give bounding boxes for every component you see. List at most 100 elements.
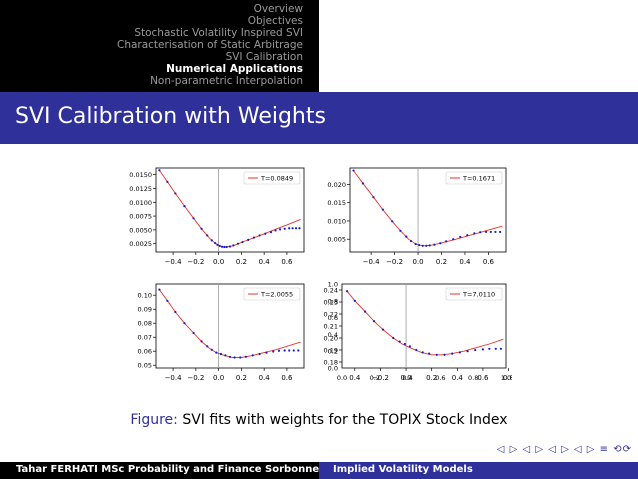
x-tick-label: 0.8 <box>503 374 512 382</box>
nav-item-nonparametric[interactable]: Non-parametric Interpolation <box>150 75 303 87</box>
legend-label: T=0.1671 <box>462 175 495 183</box>
x-tick-label: 0.6 <box>281 258 293 266</box>
market-point <box>391 220 394 223</box>
market-point <box>158 169 161 172</box>
x-tick-label: −0.2 <box>187 258 204 266</box>
market-point <box>223 245 226 249</box>
y-tick-label: 0.020 <box>327 181 346 189</box>
legend-box <box>445 287 503 301</box>
market-point <box>408 345 412 348</box>
market-point <box>241 240 244 244</box>
x-tick-label: 0.4 <box>452 374 464 382</box>
nav-item-svi[interactable]: Stochastic Volatility Inspired SVI <box>134 27 303 39</box>
y-tick-label: 0.21 <box>324 323 338 331</box>
market-point <box>435 353 438 356</box>
market-point <box>363 310 367 313</box>
x-tick-label: 0.0 <box>213 374 224 382</box>
legend-label: T=0.0849 <box>260 175 293 183</box>
x-tick-label: 0.4 <box>349 374 361 382</box>
market-point <box>183 205 186 208</box>
y-tick-label: 0.010 <box>327 217 346 225</box>
x-tick-label: 0.6 <box>483 258 495 266</box>
y-tick-label: 0.09 <box>138 306 152 314</box>
x-tick-label: 0.0 <box>412 258 423 266</box>
market-point <box>166 299 169 302</box>
market-point <box>392 336 395 340</box>
y-tick-label: 0.08 <box>138 320 152 328</box>
market-point <box>200 340 203 343</box>
market-point <box>352 169 355 172</box>
chart-t-7-0110: 0.4 −0.2 0.0 0.2 0.4 0.6 0.80.180.190.200.210.… <box>324 281 512 383</box>
legend-box <box>445 171 503 185</box>
legend-label: T=7.0110 <box>462 291 495 299</box>
market-point <box>451 352 454 355</box>
market-point <box>494 230 497 234</box>
market-point <box>443 353 446 356</box>
market-point <box>277 349 281 352</box>
market-point <box>269 231 273 234</box>
figure-caption-text: SVI fits with weights for the TOPIX Stoc… <box>182 412 508 428</box>
overlay-y-tick-label: 0.8 <box>328 297 338 305</box>
market-point <box>166 180 169 183</box>
y-tick-label: 0.0050 <box>129 226 152 234</box>
overlay-x-tick-label: 0.2 <box>370 374 380 382</box>
market-point <box>439 242 442 245</box>
market-point <box>228 355 232 358</box>
market-point <box>297 349 300 352</box>
market-point <box>421 244 424 247</box>
market-point <box>283 349 286 352</box>
market-point <box>473 232 476 235</box>
market-point <box>206 234 209 237</box>
market-point <box>428 352 431 355</box>
market-point <box>474 348 477 352</box>
market-point <box>206 345 209 348</box>
nav-item-svi-calibration[interactable]: SVI Calibration <box>225 51 303 63</box>
market-point <box>215 351 218 354</box>
market-point <box>428 244 431 247</box>
top-bar-blank <box>319 0 638 92</box>
market-point <box>484 230 488 234</box>
market-point <box>232 244 235 247</box>
slide-title-bar <box>0 92 638 144</box>
nav-item-numerical-applications[interactable]: Numerical Applications <box>166 63 303 75</box>
market-point <box>418 243 421 247</box>
nav-item-overview[interactable]: Overview <box>253 3 303 15</box>
market-point <box>225 245 228 249</box>
nav-item-objectives[interactable]: Objectives <box>247 15 303 27</box>
overlay-x-tick-label: 0.4 <box>402 374 412 382</box>
overlay-x-tick-label: 0.8 <box>468 374 478 382</box>
market-point <box>445 240 448 243</box>
market-point <box>288 227 291 230</box>
beamer-navigation-icons[interactable]: ◁ ▷ ◁ ▷ ◁ ▷ ◁ ▷ ≡ ⟲⟳ <box>496 444 632 455</box>
market-point <box>274 229 277 232</box>
y-tick-label: 0.10 <box>138 292 152 300</box>
market-point <box>183 322 186 325</box>
market-point <box>415 348 418 352</box>
market-point <box>494 347 497 350</box>
y-tick-label: 0.22 <box>324 311 338 319</box>
slide-title: SVI Calibration with Weights <box>15 104 326 129</box>
x-tick-label: 0.6 <box>281 374 293 382</box>
x-tick-label: 0.0 <box>213 258 224 266</box>
market-point <box>174 192 177 195</box>
x-tick-label: −0.4 <box>165 258 183 266</box>
y-tick-label: 0.18 <box>324 359 338 367</box>
market-point <box>258 234 261 237</box>
x-tick-label: 0.2 <box>436 258 447 266</box>
y-tick-label: 0.07 <box>138 334 152 342</box>
market-point <box>288 349 291 352</box>
x-tick-label: 0.2 <box>236 374 247 382</box>
nav-item-static-arbitrage[interactable]: Characterisation of Static Arbitrage <box>116 39 303 51</box>
overlay-y-tick-label: 0.4 <box>328 331 338 339</box>
legend-box <box>243 287 301 301</box>
market-point <box>258 352 261 356</box>
market-point <box>499 347 502 350</box>
market-point <box>158 288 161 291</box>
market-point <box>425 244 428 247</box>
overlay-y-tick-label: 0.0 <box>328 365 338 373</box>
market-point <box>361 182 365 185</box>
market-point <box>224 354 227 357</box>
footer-author-text: Tahar FERHATI MSc Probability and Financ… <box>16 464 319 475</box>
market-point <box>489 230 492 234</box>
y-tick-label: 0.05 <box>138 362 152 370</box>
